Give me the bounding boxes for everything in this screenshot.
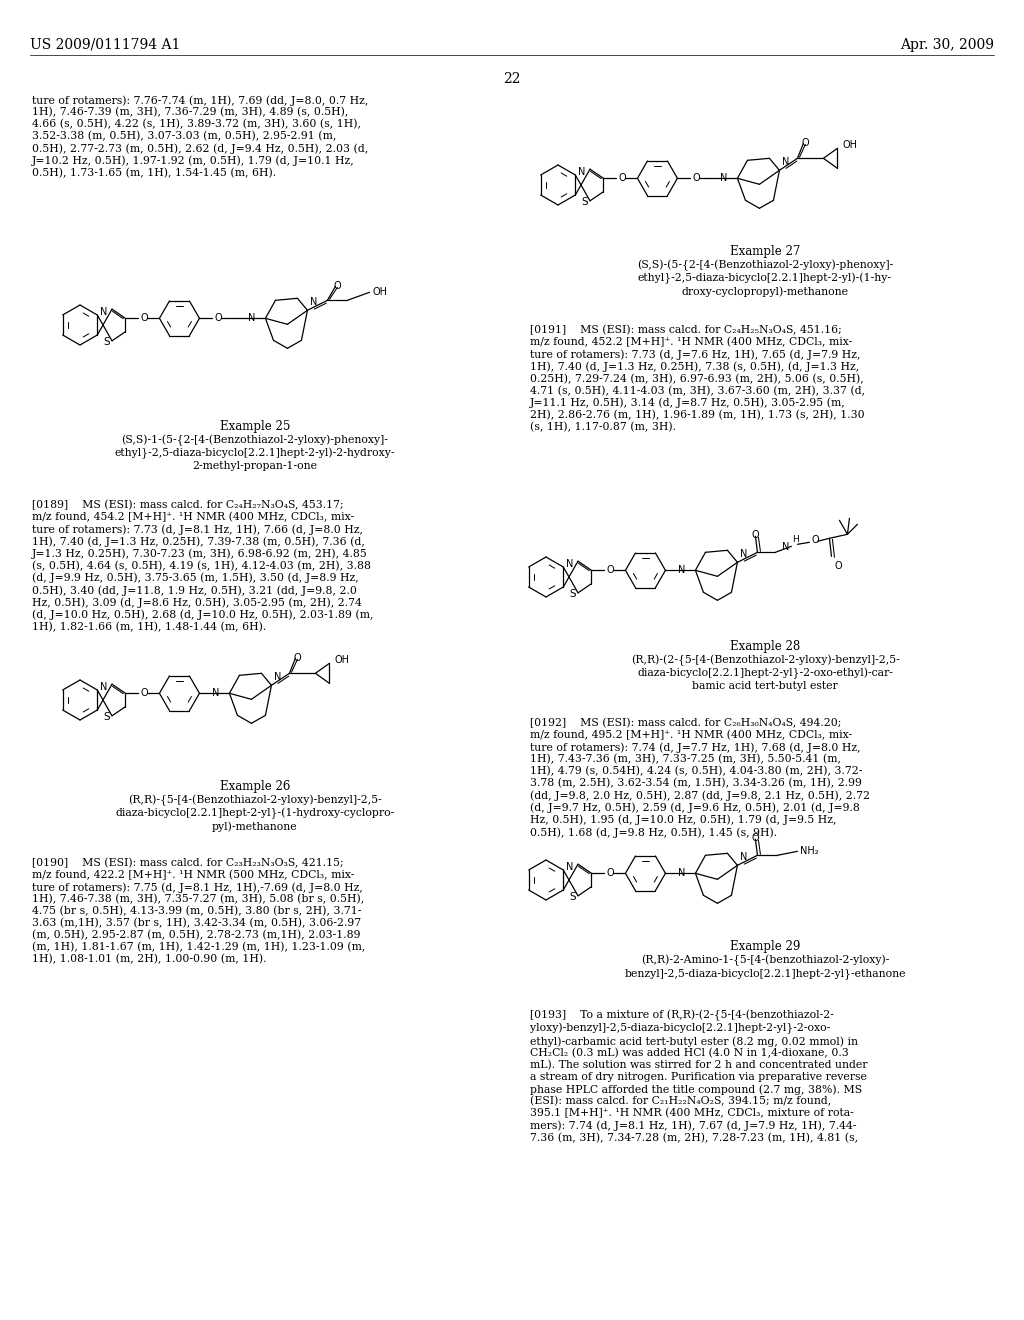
Text: O: O <box>692 173 700 183</box>
Text: (R,R)-(2-{5-[4-(Benzothiazol-2-yloxy)-benzyl]-2,5-
diaza-bicyclo[2.2.1]hept-2-yl: (R,R)-(2-{5-[4-(Benzothiazol-2-yloxy)-be… <box>631 655 899 690</box>
Text: O: O <box>811 536 819 545</box>
Text: [0191]    MS (ESI): mass calcd. for C₂₄H₂₅N₃O₄S, 451.16;
m/z found, 452.2 [M+H]⁺: [0191] MS (ESI): mass calcd. for C₂₄H₂₅N… <box>530 325 865 432</box>
Text: (R,R)-{5-[4-(Benzothiazol-2-yloxy)-benzyl]-2,5-
diaza-bicyclo[2.2.1]hept-2-yl}-(: (R,R)-{5-[4-(Benzothiazol-2-yloxy)-benzy… <box>116 795 394 832</box>
Text: O: O <box>140 313 148 323</box>
Text: N: N <box>782 543 790 552</box>
Text: O: O <box>802 139 809 148</box>
Text: [0192]    MS (ESI): mass calcd. for C₂₆H₃₀N₄O₄S, 494.20;
m/z found, 495.2 [M+H]⁺: [0192] MS (ESI): mass calcd. for C₂₆H₃₀N… <box>530 718 870 838</box>
Text: Example 25: Example 25 <box>220 420 290 433</box>
Text: N: N <box>248 313 255 323</box>
Text: Apr. 30, 2009: Apr. 30, 2009 <box>900 38 994 51</box>
Text: N: N <box>578 168 585 177</box>
Text: N: N <box>565 862 573 873</box>
Text: H: H <box>793 536 799 544</box>
Text: Example 29: Example 29 <box>730 940 800 953</box>
Text: S: S <box>569 892 575 902</box>
Text: O: O <box>618 173 626 183</box>
Text: S: S <box>582 197 588 207</box>
Text: [0189]    MS (ESI): mass calcd. for C₂₄H₂₇N₃O₄S, 453.17;
m/z found, 454.2 [M+H]⁺: [0189] MS (ESI): mass calcd. for C₂₄H₂₇N… <box>32 500 374 632</box>
Text: N: N <box>310 297 317 308</box>
Text: ture of rotamers): 7.76-7.74 (m, 1H), 7.69 (dd, J=8.0, 0.7 Hz,
1H), 7.46-7.39 (m: ture of rotamers): 7.76-7.74 (m, 1H), 7.… <box>32 95 369 178</box>
Text: (S,S)-1-(5-{2-[4-(Benzothiazol-2-yloxy)-phenoxy]-
ethyl}-2,5-diaza-bicyclo[2.2.1: (S,S)-1-(5-{2-[4-(Benzothiazol-2-yloxy)-… <box>115 436 395 471</box>
Text: O: O <box>835 561 842 572</box>
Text: OH: OH <box>335 655 349 665</box>
Text: O: O <box>334 281 341 292</box>
Text: N: N <box>740 853 748 862</box>
Text: (S,S)-(5-{2-[4-(Benzothiazol-2-yloxy)-phenoxy]-
ethyl}-2,5-diaza-bicyclo[2.2.1]h: (S,S)-(5-{2-[4-(Benzothiazol-2-yloxy)-ph… <box>637 260 893 297</box>
Text: N: N <box>678 869 685 878</box>
Text: US 2009/0111794 A1: US 2009/0111794 A1 <box>30 38 180 51</box>
Text: N: N <box>720 173 727 183</box>
Text: N: N <box>99 308 106 317</box>
Text: N: N <box>99 682 106 692</box>
Text: OH: OH <box>843 140 857 150</box>
Text: O: O <box>140 688 148 698</box>
Text: Example 28: Example 28 <box>730 640 800 653</box>
Text: Example 26: Example 26 <box>220 780 290 793</box>
Text: S: S <box>103 711 110 722</box>
Text: O: O <box>606 565 614 576</box>
Text: Example 27: Example 27 <box>730 246 800 257</box>
Text: OH: OH <box>373 288 387 297</box>
Text: O: O <box>214 313 222 323</box>
Text: O: O <box>606 869 614 878</box>
Text: S: S <box>569 589 575 599</box>
Text: N: N <box>782 157 790 168</box>
Text: [0193]    To a mixture of (R,R)-(2-{5-[4-(benzothiazol-2-
yloxy)-benzyl]-2,5-dia: [0193] To a mixture of (R,R)-(2-{5-[4-(b… <box>530 1010 867 1143</box>
Text: [0190]    MS (ESI): mass calcd. for C₂₃H₂₃N₃O₃S, 421.15;
m/z found, 422.2 [M+H]⁺: [0190] MS (ESI): mass calcd. for C₂₃H₂₃N… <box>32 858 366 965</box>
Text: O: O <box>752 833 759 843</box>
Text: NH₂: NH₂ <box>801 846 819 857</box>
Text: (R,R)-2-Amino-1-{5-[4-(benzothiazol-2-yloxy)-
benzyl]-2,5-diaza-bicyclo[2.2.1]he: (R,R)-2-Amino-1-{5-[4-(benzothiazol-2-yl… <box>625 954 906 978</box>
Text: N: N <box>678 565 685 576</box>
Text: N: N <box>274 672 282 682</box>
Text: O: O <box>294 653 301 664</box>
Text: S: S <box>103 337 110 347</box>
Text: O: O <box>752 531 759 540</box>
Text: N: N <box>212 688 219 698</box>
Text: 22: 22 <box>503 73 521 86</box>
Text: N: N <box>565 560 573 569</box>
Text: N: N <box>740 549 748 560</box>
